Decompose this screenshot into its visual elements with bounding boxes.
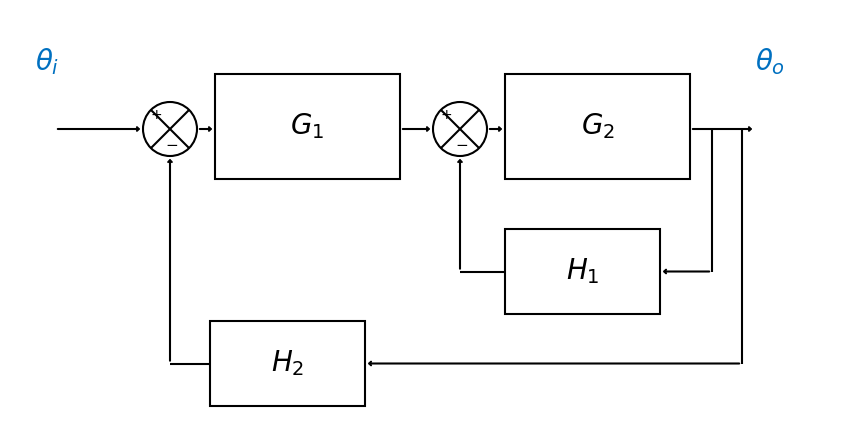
Circle shape — [143, 102, 197, 156]
Bar — [215, 74, 400, 179]
Text: −: − — [455, 138, 468, 153]
Text: $\theta_i$: $\theta_i$ — [35, 46, 59, 77]
Text: +: + — [440, 108, 452, 122]
Bar — [505, 229, 660, 314]
Text: $\theta_o$: $\theta_o$ — [755, 46, 785, 77]
Text: −: − — [165, 138, 177, 153]
Text: +: + — [150, 108, 162, 122]
Text: $H_1$: $H_1$ — [566, 256, 599, 286]
Circle shape — [433, 102, 487, 156]
Bar — [505, 74, 690, 179]
Text: $H_2$: $H_2$ — [271, 349, 304, 378]
Bar — [210, 321, 365, 406]
Text: $G_2$: $G_2$ — [580, 112, 614, 141]
Text: $G_1$: $G_1$ — [291, 112, 325, 141]
